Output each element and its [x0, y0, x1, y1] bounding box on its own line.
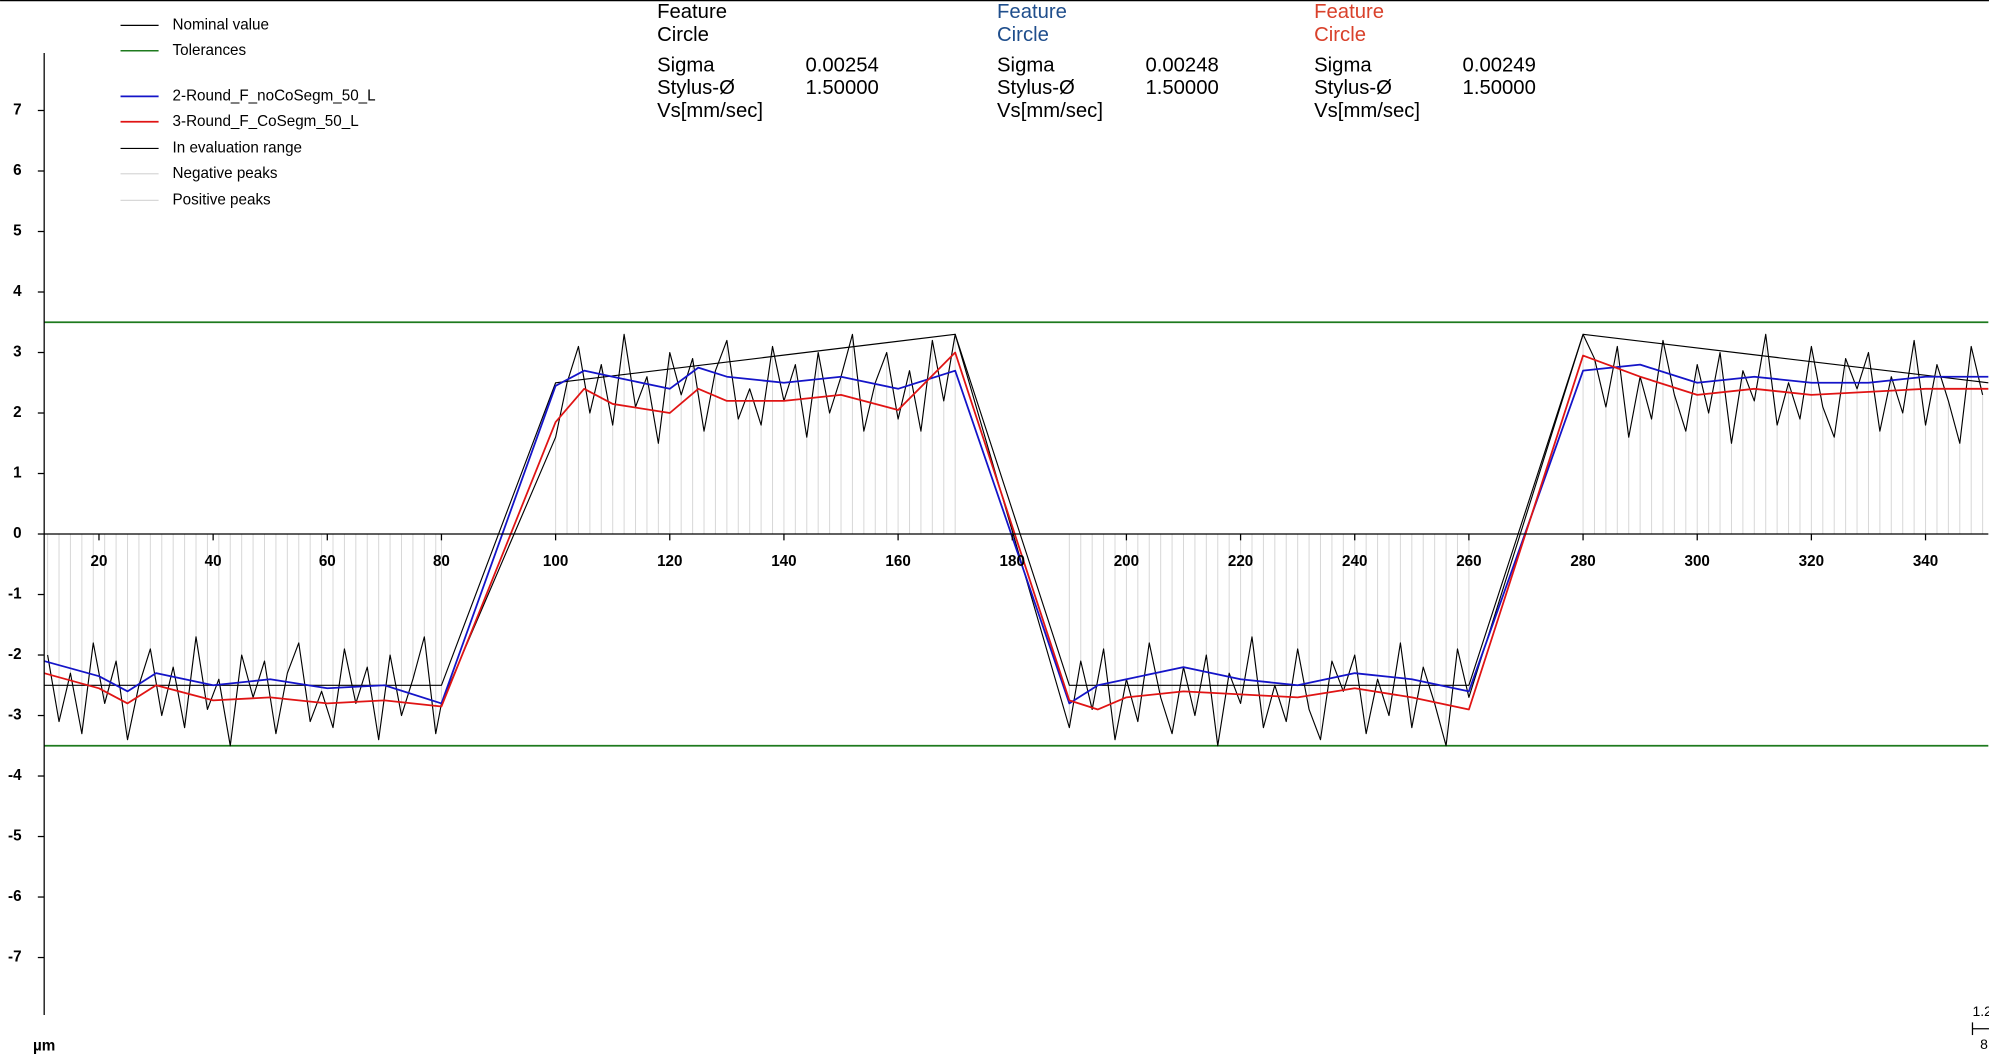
x-tick-label: 20 [91, 553, 108, 570]
y-tick-label: -6 [8, 888, 22, 905]
info-heading: Circle [997, 24, 1049, 46]
x-tick-label: 40 [205, 553, 222, 570]
y-tick-label: -3 [8, 707, 22, 724]
y-tick-label: 4 [13, 283, 22, 300]
y-tick-label: -4 [8, 767, 22, 784]
info-value: 0.00249 [1463, 54, 1536, 76]
x-tick-label: 200 [1114, 553, 1139, 570]
peaks-layer [47, 334, 1984, 746]
info-value: 0.00248 [1145, 54, 1218, 76]
info-heading: Feature [1314, 1, 1384, 23]
info-heading: Circle [657, 24, 709, 46]
y-tick-label: 1 [13, 465, 22, 482]
info-label: Sigma [1314, 54, 1372, 76]
info-heading: Circle [1314, 24, 1366, 46]
series-line [43, 351, 1989, 711]
info-value: 0.00254 [806, 54, 879, 76]
x-tick-label: 240 [1342, 553, 1367, 570]
x-tick-label: 260 [1456, 553, 1481, 570]
legend-label: Positive peaks [173, 191, 272, 208]
info-label: Sigma [657, 54, 715, 76]
info-label: Vs[mm/sec] [657, 100, 763, 122]
corner-label: 1.2 [1972, 1003, 1989, 1019]
text-layer: -7 -6 -5 -4 -3 -2 -1 0 1 2 3 4 5 6 7 20 40 60 80 100 120 140 1… [8, 1, 1989, 1054]
y-tick-label: 2 [13, 404, 21, 421]
x-tick-label: 160 [885, 553, 910, 570]
legend-label: Tolerances [173, 42, 247, 59]
info-label: Stylus-Ø [1314, 77, 1392, 99]
info-heading: Feature [997, 1, 1067, 23]
info-label: Stylus-Ø [657, 77, 735, 99]
info-label: Sigma [997, 54, 1055, 76]
legend-label: 3-Round_F_CoSegm_50_L [173, 113, 359, 130]
y-tick-label: 7 [13, 102, 21, 119]
y-tick-label: 0 [13, 525, 21, 542]
x-tick-label: 80 [433, 553, 450, 570]
x-tick-label: 100 [543, 553, 568, 570]
series-line [43, 363, 1989, 705]
x-tick-label: 60 [319, 553, 336, 570]
y-tick-label: 6 [13, 162, 21, 179]
y-tick-label: 3 [13, 344, 21, 361]
x-tick-label: 220 [1228, 553, 1253, 570]
y-tick-label: 5 [13, 223, 22, 240]
info-heading: Feature [657, 1, 727, 23]
x-tick-label: 320 [1799, 553, 1824, 570]
legend-label: In evaluation range [173, 139, 302, 156]
info-label: Vs[mm/sec] [1314, 100, 1420, 122]
x-tick-label: 340 [1913, 553, 1938, 570]
legend-label: 2-Round_F_noCoSegm_50_L [173, 87, 376, 104]
info-label: Stylus-Ø [997, 77, 1075, 99]
info-value: 1.50000 [1463, 77, 1536, 99]
x-tick-label: 280 [1570, 553, 1595, 570]
unit-label: µm [33, 1037, 55, 1054]
y-tick-label: -5 [8, 828, 22, 845]
info-value: 1.50000 [806, 77, 879, 99]
x-tick-label: 180 [1000, 553, 1025, 570]
info-label: Vs[mm/sec] [997, 100, 1103, 122]
x-tick-label: 140 [771, 553, 796, 570]
x-tick-label: 300 [1685, 553, 1710, 570]
measured-line [47, 333, 1984, 747]
info-value: 1.50000 [1145, 77, 1218, 99]
corner-label: 8 [1980, 1036, 1988, 1052]
y-tick-label: -2 [8, 646, 22, 663]
axes-layer [37, 24, 1989, 1036]
nominal-line [44, 333, 1989, 686]
x-tick-label: 120 [657, 553, 682, 570]
legend-label: Nominal value [173, 16, 269, 33]
y-tick-label: -7 [8, 949, 22, 966]
lines-layer [43, 321, 1989, 747]
legend-label: Negative peaks [173, 165, 278, 182]
y-tick-label: -1 [8, 586, 22, 603]
